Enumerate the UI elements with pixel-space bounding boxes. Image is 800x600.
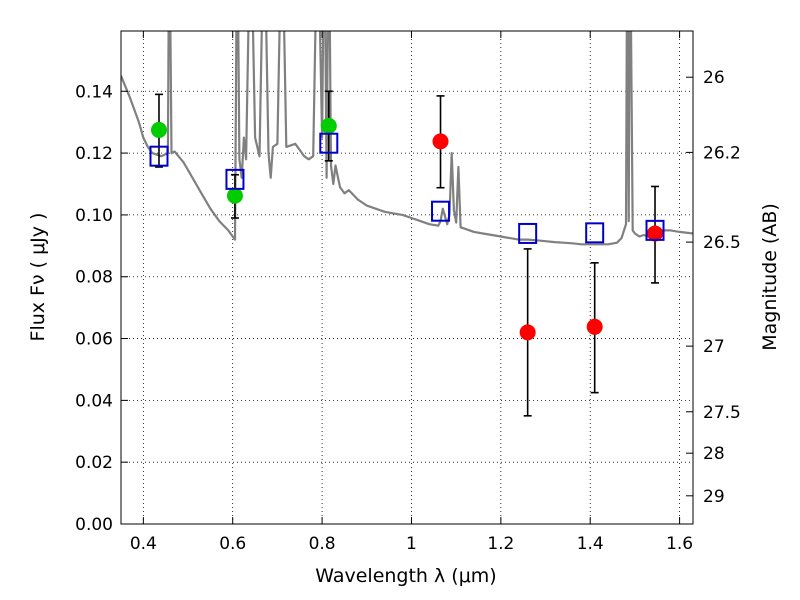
model-square-0 bbox=[149, 145, 169, 167]
y2-tick-label-6: 29 bbox=[703, 487, 725, 507]
y-tick-label-1: 0.02 bbox=[75, 453, 113, 473]
data-point-red-0 bbox=[432, 133, 449, 150]
y2-tick-label-3: 27 bbox=[703, 337, 725, 357]
y2-axis-label: Magnitude (AB) bbox=[759, 203, 781, 351]
x-tick-label-4: 1.2 bbox=[487, 534, 514, 554]
y2-tick-label-4: 27.5 bbox=[703, 403, 741, 423]
data-point-red-2 bbox=[586, 318, 603, 335]
data-point-green-2 bbox=[320, 117, 337, 134]
data-point-red-1 bbox=[519, 324, 536, 341]
y-tick-label-0: 0.00 bbox=[75, 515, 113, 535]
y2-tick-label-1: 26.2 bbox=[703, 143, 741, 163]
x-tick-label-6: 1.6 bbox=[666, 534, 693, 554]
model-square-6 bbox=[645, 219, 665, 241]
plot-frame bbox=[120, 30, 694, 525]
data-point-green-1 bbox=[226, 187, 243, 204]
y-axis-label: Flux Fν ( μJy ) bbox=[27, 213, 49, 342]
data-markers bbox=[149, 117, 665, 341]
model-square-3 bbox=[431, 200, 451, 222]
y-tick-label-7: 0.14 bbox=[75, 82, 113, 102]
y2-tick-label-0: 26 bbox=[703, 68, 725, 88]
data-point-red-3 bbox=[647, 225, 664, 242]
template-spectrum bbox=[121, 31, 693, 246]
x-tick-label-2: 0.8 bbox=[309, 534, 336, 554]
template-line-0 bbox=[121, 31, 693, 246]
y2-tick-label-5: 28 bbox=[703, 444, 725, 464]
data-point-green-0 bbox=[150, 121, 167, 138]
axis-ticks bbox=[121, 31, 693, 525]
x-tick-label-3: 1 bbox=[406, 534, 417, 554]
y2-tick-label-2: 26.5 bbox=[703, 233, 741, 253]
y-tick-labels: 0.00 0.02 0.04 0.06 0.08 0.10 0.12 0.14 bbox=[75, 82, 113, 535]
x-axis-label: Wavelength λ (μm) bbox=[315, 565, 496, 587]
plot-background bbox=[121, 31, 693, 524]
y2-tick-labels: 26 26.2 26.5 27 27.5 28 29 bbox=[703, 68, 741, 507]
y-tick-label-3: 0.06 bbox=[75, 330, 113, 350]
model-square-1 bbox=[225, 168, 245, 190]
x-tick-label-1: 0.6 bbox=[219, 534, 246, 554]
x-tick-labels: 0.4 0.6 0.8 1 1.2 1.4 1.6 bbox=[130, 534, 693, 554]
y-tick-label-2: 0.04 bbox=[75, 391, 113, 411]
x-tick-label-0: 0.4 bbox=[130, 534, 157, 554]
model-square-5 bbox=[585, 222, 605, 244]
x-tick-label-5: 1.4 bbox=[577, 534, 604, 554]
y-tick-label-4: 0.08 bbox=[75, 268, 113, 288]
y-tick-label-6: 0.12 bbox=[75, 144, 113, 164]
model-square-2 bbox=[319, 132, 339, 154]
model-square-4 bbox=[518, 222, 538, 244]
y-tick-label-5: 0.10 bbox=[75, 206, 113, 226]
